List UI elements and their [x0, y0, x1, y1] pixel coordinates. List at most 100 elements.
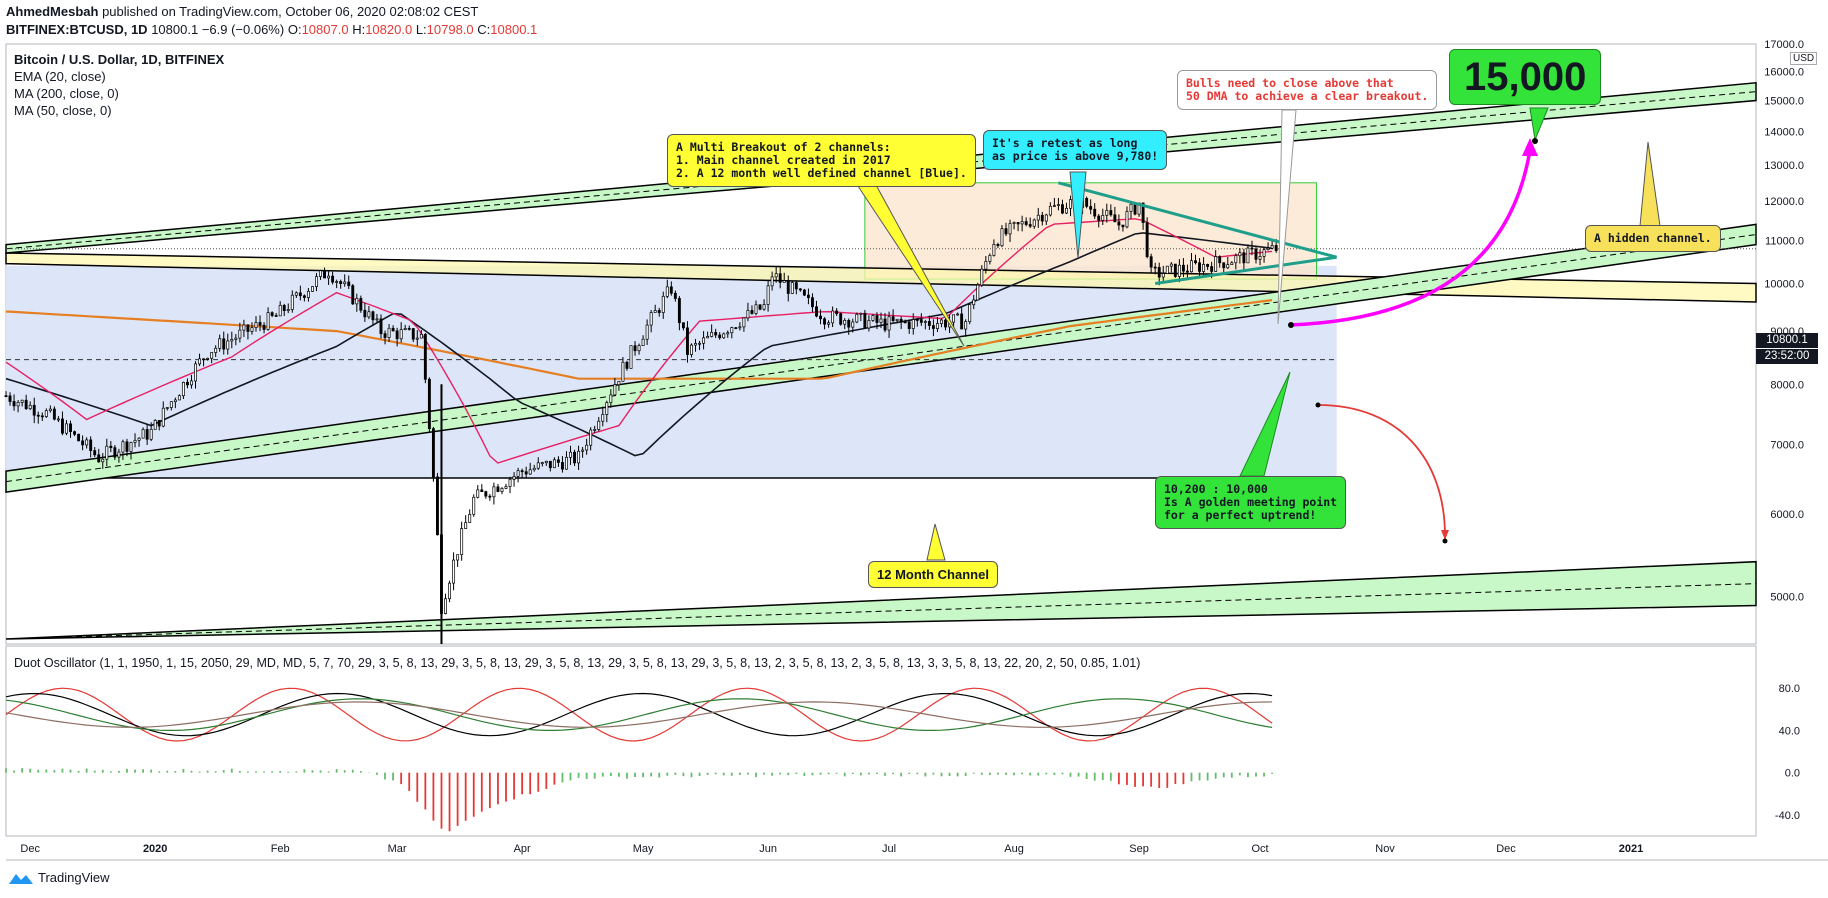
candle-body	[1117, 221, 1121, 226]
candle-body	[601, 414, 605, 422]
candle-body	[742, 317, 746, 328]
price-tick-label[interactable]: 7000.0	[1770, 440, 1804, 452]
price-tick-label[interactable]: 11000.0	[1765, 236, 1804, 248]
candle-body	[871, 315, 875, 321]
candle-body	[613, 384, 617, 396]
candle-body	[927, 321, 931, 326]
time-tick-label[interactable]: Nov	[1375, 843, 1395, 855]
histogram-bar	[819, 772, 822, 775]
price-tick-label[interactable]: 12000.0	[1764, 196, 1804, 208]
price-tick-label[interactable]: 6000.0	[1770, 509, 1804, 521]
histogram-bar	[811, 772, 814, 776]
candle-body	[363, 309, 367, 318]
histogram-bar	[666, 772, 669, 776]
time-tick-label[interactable]: Sep	[1129, 843, 1149, 855]
histogram-bar	[472, 772, 475, 817]
price-tick-label[interactable]: 10000.0	[1764, 279, 1804, 291]
histogram-bar	[255, 771, 257, 773]
histogram-bar	[553, 772, 556, 785]
candle-body	[1065, 207, 1068, 214]
time-tick-label[interactable]: Jul	[882, 843, 896, 855]
candle-body	[589, 429, 593, 446]
candle-body	[391, 327, 395, 332]
time-tick-label[interactable]: Dec	[1496, 843, 1516, 855]
time-tick-label[interactable]: May	[633, 843, 654, 855]
legend-ema20[interactable]: EMA (20, close)	[14, 69, 106, 84]
legend-oscillator[interactable]: Duot Oscillator (1, 1, 1950, 1, 15, 2050…	[14, 656, 1141, 670]
time-tick-label[interactable]: 2020	[143, 843, 167, 855]
histogram-bar	[771, 772, 774, 776]
histogram-bar	[118, 770, 120, 773]
candle-body	[512, 475, 516, 480]
candle-body	[411, 328, 415, 340]
time-tick-label[interactable]: Feb	[271, 843, 290, 855]
candle-body	[173, 399, 177, 403]
price-tick-label[interactable]: 15000.0	[1764, 96, 1804, 108]
candle-body	[69, 423, 72, 433]
candle-body	[952, 314, 956, 323]
candle-body	[786, 280, 790, 294]
oscillator-tick-label: -40.0	[1775, 810, 1800, 822]
price-tick-label[interactable]: 16000.0	[1764, 66, 1804, 78]
price-tick-label[interactable]: 5000.0	[1770, 591, 1804, 603]
candle-body	[145, 429, 149, 440]
time-tick-label[interactable]: Jun	[759, 843, 777, 855]
price-tick-label[interactable]: 13000.0	[1764, 160, 1804, 172]
histogram-bar	[924, 772, 927, 777]
candle-body	[1012, 222, 1016, 224]
candle-body	[379, 318, 383, 335]
candle-body	[222, 338, 226, 350]
candle-body	[1097, 215, 1101, 221]
histogram-bar	[343, 770, 346, 773]
candle-body	[1270, 245, 1274, 249]
time-tick-label[interactable]: Apr	[514, 843, 531, 855]
currency-label[interactable]: USD	[1790, 52, 1818, 65]
legend-ma50[interactable]: MA (50, close, 0)	[14, 103, 112, 118]
histogram-bar	[1069, 772, 1072, 777]
candle-body	[496, 486, 500, 492]
candle-body	[758, 304, 762, 310]
candle-body	[93, 450, 97, 456]
low-label: L:	[415, 22, 427, 37]
candle-body	[1173, 263, 1177, 277]
candle-body	[536, 462, 540, 469]
candle-body	[181, 381, 185, 397]
candle-body	[419, 333, 423, 339]
histogram-bar	[1150, 772, 1153, 787]
time-tick-label[interactable]: 2021	[1619, 843, 1643, 855]
histogram-bar	[1118, 772, 1120, 785]
candle-body	[52, 408, 56, 420]
footer-brand[interactable]: TradingView	[38, 870, 110, 885]
annotation-golden: 10,200 : 10,000 Is A golden meeting poin…	[1155, 476, 1347, 529]
time-tick-label[interactable]: Aug	[1004, 843, 1024, 855]
candle-body	[621, 361, 625, 382]
legend-ma200[interactable]: MA (200, close, 0)	[14, 86, 119, 101]
candle-body	[839, 313, 843, 325]
high-label: H:	[352, 22, 366, 37]
candle-body	[77, 433, 81, 442]
candle-body	[855, 313, 859, 323]
author[interactable]: AhmedMesbah	[6, 4, 99, 19]
time-tick-label[interactable]: Mar	[388, 843, 407, 855]
histogram-bar	[448, 772, 451, 832]
candle-body	[65, 423, 68, 434]
candle-body	[1105, 210, 1109, 216]
candle-body	[319, 270, 322, 277]
candle-body	[327, 275, 331, 279]
candle-body	[476, 489, 480, 498]
price-tick-label[interactable]: 17000.0	[1764, 39, 1804, 51]
histogram-bar	[1158, 772, 1161, 789]
candle-body	[286, 309, 290, 311]
candle-body	[875, 315, 879, 323]
candle-body	[867, 320, 871, 329]
time-tick-label[interactable]: Dec	[20, 843, 40, 855]
candle-body	[129, 442, 133, 452]
candle-body	[669, 286, 673, 294]
time-tick-label[interactable]: Oct	[1251, 843, 1268, 855]
projection-arrowhead	[1522, 138, 1538, 156]
consolidation-box	[864, 182, 1317, 280]
candle-body	[480, 489, 484, 492]
price-tick-label[interactable]: 8000.0	[1770, 379, 1804, 391]
price-tick-label[interactable]: 14000.0	[1764, 127, 1804, 139]
